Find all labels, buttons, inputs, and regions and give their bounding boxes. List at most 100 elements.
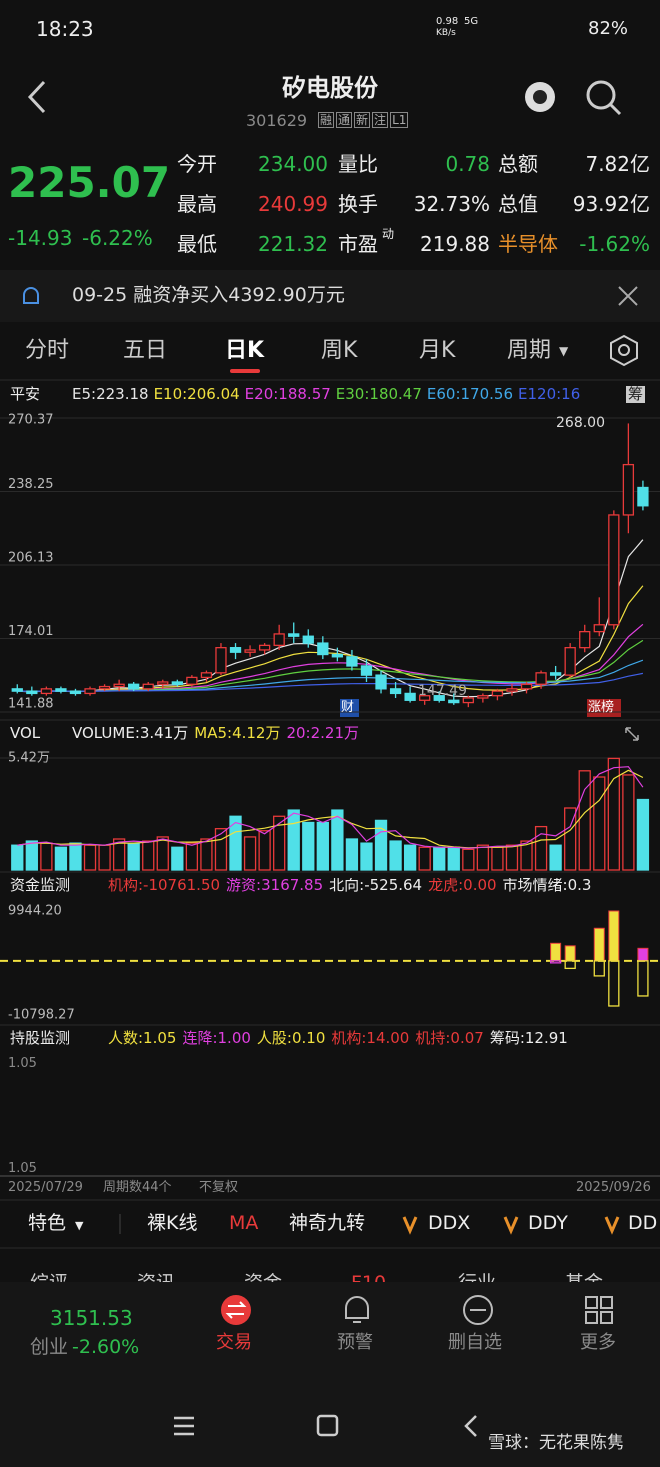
- candle-body: [622, 463, 635, 516]
- legend-item: E20:188.57: [244, 387, 331, 402]
- inflow-bar: [564, 945, 576, 962]
- hold-label: 1.05: [8, 1056, 37, 1071]
- volume-bar: [520, 840, 533, 871]
- candle-body: [186, 676, 198, 685]
- chip-button[interactable]: 筹: [626, 385, 646, 403]
- legend-item: E120:16: [518, 387, 581, 402]
- tag: 注: [372, 112, 389, 128]
- index-value: 3151.53: [50, 1306, 133, 1330]
- candle-body: [389, 688, 402, 695]
- candle-body: [84, 688, 96, 695]
- candle-body: [462, 697, 474, 704]
- tab[interactable]: 月K: [419, 338, 456, 363]
- volume-bar: [564, 807, 577, 871]
- indicator[interactable]: 特色: [28, 1212, 67, 1234]
- vol-selector[interactable]: VOL: [10, 724, 41, 742]
- volume-bar: [534, 825, 548, 871]
- legend-item: E10:206.04: [153, 387, 240, 402]
- y-tick-label: 141.88: [8, 697, 54, 712]
- vol-ma-line: [17, 769, 644, 849]
- field-label: 总额: [498, 152, 538, 176]
- volume-bar: [578, 770, 591, 871]
- nav-icons: [174, 1295, 613, 1437]
- legend-item: 人股:0.10: [256, 1029, 326, 1047]
- hold-selector[interactable]: 持股监测: [10, 1029, 71, 1047]
- stock-code: 301629: [246, 111, 308, 130]
- volume-bar: [476, 844, 490, 871]
- hold-label: 1.05: [8, 1161, 37, 1176]
- volume-bar: [258, 830, 271, 871]
- indicator[interactable]: DDY: [528, 1212, 568, 1234]
- volume-bar: [11, 844, 24, 871]
- caret: ▼: [75, 1219, 84, 1232]
- volume-bar: [142, 840, 155, 871]
- candle-body: [142, 683, 154, 690]
- field-label: 总值: [498, 192, 538, 216]
- candle-body: [564, 647, 576, 676]
- volume-bar: [549, 844, 562, 871]
- period-count: 周期数44个: [103, 1180, 172, 1195]
- candle-body: [128, 683, 140, 690]
- fund-selector[interactable]: 资金监测: [10, 876, 71, 894]
- volume-bar: [98, 844, 111, 871]
- field-label: 今开: [177, 152, 217, 176]
- legend-item: 20:2.21万: [286, 724, 360, 742]
- indicator[interactable]: 神奇九转: [289, 1212, 366, 1234]
- candle-body: [448, 699, 460, 704]
- nav-item[interactable]: 预警: [337, 1332, 373, 1353]
- legend-item: 筹码:12.91: [489, 1029, 568, 1047]
- volume-bar: [156, 836, 169, 871]
- volume-bar: [607, 757, 620, 871]
- search-icon[interactable]: [586, 80, 616, 110]
- outflow-bar: [608, 960, 620, 1007]
- settings-icon[interactable]: [610, 334, 638, 367]
- candle-body: [40, 688, 53, 695]
- annotation: 财: [341, 700, 355, 715]
- nav-item[interactable]: 交易: [216, 1332, 252, 1353]
- back-icon[interactable]: [27, 80, 46, 114]
- field-value: 7.82亿: [585, 152, 650, 176]
- inflow-bar: [608, 910, 620, 962]
- change: -14.93: [8, 226, 73, 250]
- bell-icon: [23, 287, 39, 304]
- tab[interactable]: 周期: [507, 338, 552, 363]
- outflow-bar: [593, 960, 605, 977]
- index-name: 创业: [30, 1336, 69, 1358]
- y-tick-label: 206.13: [8, 550, 54, 565]
- legend-item: 机构:-10761.50: [108, 878, 221, 893]
- expand-icon[interactable]: [625, 727, 639, 741]
- legend-item: 连降:1.00: [182, 1029, 251, 1047]
- candle-body: [113, 683, 125, 688]
- tab[interactable]: 周K: [321, 338, 358, 363]
- tag: 融: [318, 112, 335, 128]
- status-time: 18:23: [36, 17, 94, 41]
- indicator[interactable]: DD: [628, 1212, 658, 1234]
- nav-item[interactable]: 删自选: [448, 1332, 502, 1353]
- tab[interactable]: 五日: [123, 338, 168, 363]
- fund-legend: 机构:-10761.50 游资:3167.85 北向:-525.64 龙虎:0.00 市…: [108, 878, 660, 893]
- candle-body: [535, 672, 547, 685]
- legend-item: E60:170.56: [426, 387, 513, 402]
- tag: L1: [390, 112, 409, 128]
- indicator[interactable]: DDX: [428, 1212, 471, 1234]
- annotation: 涨榜: [588, 700, 615, 715]
- tab[interactable]: 日K: [225, 338, 265, 363]
- tab[interactable]: 分时: [25, 338, 70, 363]
- volume-bar: [345, 838, 359, 871]
- ma-legend: E5:223.18 E10:206.04 E20:188.57 E30:180.47 E…: [72, 387, 620, 402]
- outflow-bar: [549, 960, 562, 964]
- y-tick-label: 238.25: [8, 477, 54, 492]
- volume-bar: [374, 819, 388, 871]
- indicator[interactable]: MA: [229, 1212, 259, 1234]
- ma-line: [17, 659, 644, 692]
- notice[interactable]: 09-25 融资净买入4392.90万元: [72, 284, 345, 306]
- candle-body: [55, 688, 67, 692]
- nav-item[interactable]: 更多: [580, 1332, 616, 1353]
- ma-selector[interactable]: 平安: [10, 385, 41, 403]
- legend-item: E5:223.18: [72, 387, 149, 402]
- candle-body: [215, 647, 227, 674]
- field-label: 最低: [177, 232, 217, 256]
- indicator[interactable]: 裸K线: [147, 1212, 198, 1234]
- close-icon[interactable]: [618, 286, 638, 306]
